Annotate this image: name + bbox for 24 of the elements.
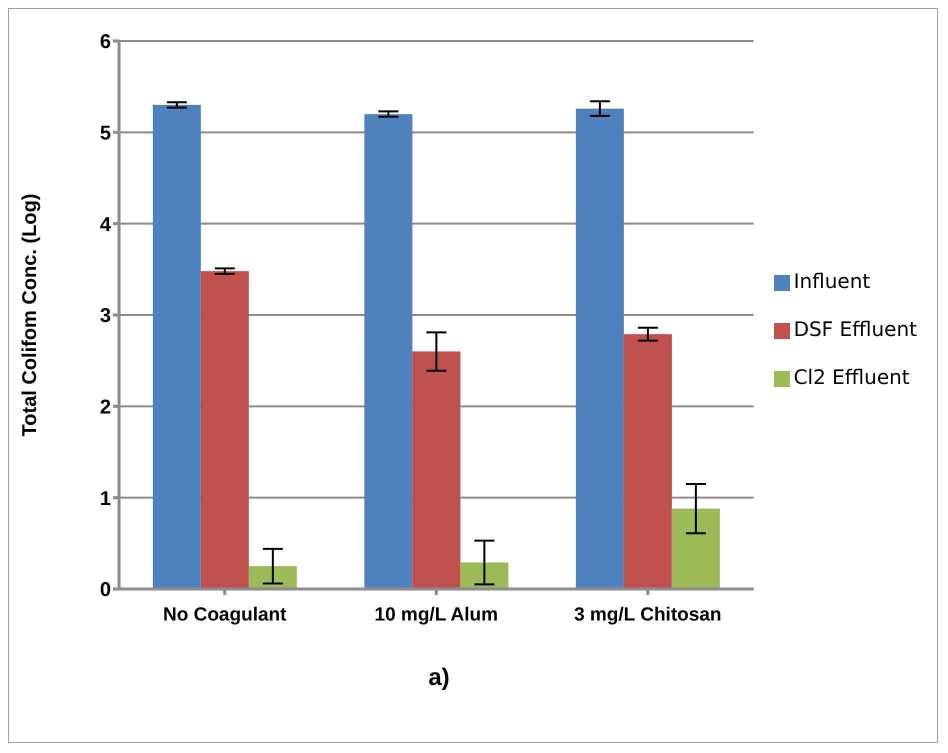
bar: [364, 114, 412, 589]
x-tick-label: No Coagulant: [163, 604, 288, 626]
bar: [624, 334, 672, 589]
bar: [672, 508, 720, 589]
x-tick-label: 3 mg/L Chitosan: [574, 604, 722, 626]
y-tick-label: 6: [100, 31, 111, 54]
y-tick-label: 2: [100, 396, 111, 418]
bar: [248, 566, 297, 589]
y-tick-label: 0: [100, 579, 111, 602]
y-tick-label: 1: [100, 488, 111, 510]
bar: [576, 108, 624, 589]
bar: [200, 271, 249, 589]
bar: [460, 562, 508, 589]
legend-label: Cl2 Effluent: [794, 365, 910, 389]
bar: [152, 104, 201, 589]
bar: [412, 352, 460, 589]
text: a): [427, 664, 451, 692]
y-tick-label: 3: [100, 305, 111, 328]
y-tick-label: 4: [100, 214, 112, 236]
legend-label: Influent: [794, 269, 870, 293]
x-tick-label: 10 mg/L Alum: [374, 604, 498, 626]
y-axis-title: Total Colifom Conc. (Log): [19, 194, 42, 436]
y-tick-label: 5: [100, 122, 111, 144]
legend-label: DSF Effluent: [794, 317, 917, 341]
